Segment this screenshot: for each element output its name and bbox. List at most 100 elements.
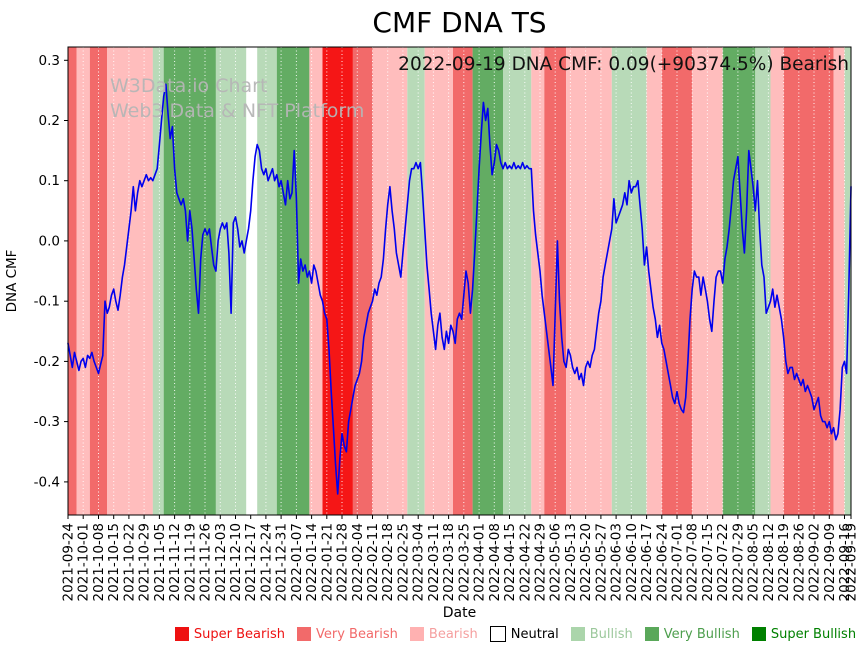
- band-bullish: [755, 47, 771, 515]
- y-tick-label: 0.3: [39, 53, 60, 69]
- legend-item-neutral: Neutral: [489, 626, 559, 642]
- band-very_bearish: [544, 47, 567, 515]
- y-tick-label: -0.3: [34, 414, 60, 430]
- x-tick-label: 2022-08-05: [746, 523, 762, 601]
- band-bullish: [503, 47, 532, 515]
- x-tick-label: 2022-01-21: [319, 523, 335, 601]
- x-tick-label: 2021-10-22: [121, 523, 137, 601]
- x-tick-label: 2022-05-13: [563, 523, 579, 601]
- plot-border: [67, 46, 852, 516]
- legend-swatch-super-bullish: [751, 627, 766, 641]
- legend-item-bullish: Bullish: [570, 626, 633, 642]
- band-very_bearish: [453, 47, 473, 515]
- x-tick-label: 2022-08-19: [776, 523, 792, 601]
- x-tick-label: 2022-05-27: [593, 523, 609, 601]
- legend-label: Bullish: [589, 626, 633, 642]
- legend-label: Bearish: [428, 626, 478, 642]
- band-very_bullish: [276, 47, 310, 515]
- legend-item-very-bearish: Very Bearish: [297, 627, 398, 642]
- x-tick-label: 2021-12-24: [258, 523, 274, 601]
- legend-swatch-bearish: [409, 627, 424, 641]
- x-tick-label: 2022-03-04: [411, 523, 427, 601]
- band-bearish: [770, 47, 784, 515]
- annotation-text: 2022-09-19 DNA CMF: 0.09(+90374.5%) Bear…: [398, 54, 849, 75]
- watermark: W3Data.io Chart Web3 Data & NFT Platform: [110, 74, 364, 124]
- watermark-line1: W3Data.io Chart: [110, 75, 268, 97]
- band-very_bearish: [89, 47, 108, 515]
- x-tick-label: 2021-11-12: [167, 523, 183, 601]
- x-tick-label: 2022-04-22: [517, 523, 533, 601]
- band-bearish: [833, 47, 845, 515]
- x-tick-label: 2021-11-26: [198, 523, 214, 601]
- legend-item-very-bullish: Very Bullish: [644, 626, 740, 642]
- x-tick-label: 2022-04-08: [487, 523, 503, 601]
- x-tick-label: 2022-03-18: [441, 523, 457, 601]
- legend-label: Neutral: [510, 626, 559, 642]
- band-bullish: [407, 47, 425, 515]
- y-tick-label: -0.2: [34, 354, 60, 370]
- x-tick-label: 2021-12-10: [228, 523, 244, 601]
- x-tick-label: 2022-01-28: [335, 523, 351, 601]
- legend-label: Super Bearish: [193, 626, 285, 642]
- x-tick-label: 2021-12-17: [243, 523, 259, 601]
- band-neutral: [246, 47, 258, 515]
- y-tick-label: -0.1: [34, 294, 60, 310]
- band-bearish: [76, 47, 90, 515]
- band-bullish: [152, 47, 164, 515]
- x-tick-label: 2022-09-02: [807, 523, 823, 601]
- x-tick-label: 2022-02-11: [365, 523, 381, 601]
- x-tick-label: 2021-11-05: [152, 523, 168, 601]
- legend-item-super-bullish: Super Bullish: [751, 627, 856, 642]
- legend-item-super-bearish: Super Bearish: [174, 626, 285, 642]
- x-tick-label: 2022-05-20: [578, 523, 594, 601]
- band-bearish: [309, 47, 323, 515]
- band-bearish: [566, 47, 612, 515]
- x-tick-label: 2022-02-04: [350, 523, 366, 601]
- legend: Super Bearish Very Bearish Bearish Neutral B…: [170, 626, 861, 642]
- x-tick-label: 2022-05-06: [548, 523, 564, 601]
- x-tick-label: 2022-06-03: [609, 523, 625, 601]
- band-bullish: [257, 47, 277, 515]
- x-tick-label: 2022-02-18: [380, 523, 396, 601]
- x-tick-label: 2022-04-15: [502, 523, 518, 601]
- legend-label: Very Bullish: [663, 626, 740, 642]
- x-tick-label: 2022-07-15: [700, 523, 716, 601]
- chart-title: CMF DNA TS: [372, 6, 547, 39]
- x-tick-label: 2022-01-07: [289, 523, 305, 601]
- band-bearish: [646, 47, 662, 515]
- x-tick-label: 2022-09-16: [837, 523, 853, 601]
- legend-swatch-very-bullish: [644, 627, 659, 641]
- x-tick-label: 2021-10-15: [106, 523, 122, 601]
- x-tick-label: 2022-09-19: [844, 523, 860, 601]
- x-tick-label: 2022-01-14: [304, 523, 320, 601]
- y-tick-label: 0.1: [39, 173, 60, 189]
- x-tick-label: 2022-04-29: [533, 523, 549, 601]
- legend-swatch-bullish: [570, 627, 585, 641]
- x-tick-label: 2021-10-08: [91, 523, 107, 601]
- band-bearish: [531, 47, 545, 515]
- band-very_bullish: [722, 47, 756, 515]
- legend-label: Very Bearish: [316, 626, 398, 642]
- x-tick-label: 2021-10-01: [76, 523, 92, 601]
- x-tick-label: 2021-09-24: [61, 523, 77, 601]
- cmf-line: [67, 83, 852, 495]
- band-bearish: [107, 47, 153, 515]
- x-tick-label: 2021-10-29: [137, 523, 153, 601]
- watermark-line2: Web3 Data & NFT Platform: [110, 100, 365, 123]
- legend-swatch-neutral: [489, 626, 506, 642]
- x-tick-label: 2022-02-25: [395, 523, 411, 601]
- band-bullish: [611, 47, 647, 515]
- x-tick-label: 2022-06-24: [654, 523, 670, 601]
- x-tick-label: 2022-03-25: [456, 523, 472, 601]
- x-tick-label: 2021-12-31: [274, 523, 290, 601]
- y-tick-label: -0.4: [34, 474, 60, 490]
- band-very_bearish: [68, 47, 77, 515]
- x-tick-label: 2022-07-08: [685, 523, 701, 601]
- band-bullish: [844, 47, 851, 515]
- x-tick-label: 2022-06-10: [624, 523, 640, 601]
- x-tick-label: 2022-07-29: [730, 523, 746, 601]
- x-tick-label: 2022-04-01: [472, 523, 488, 601]
- legend-item-bearish: Bearish: [409, 626, 478, 642]
